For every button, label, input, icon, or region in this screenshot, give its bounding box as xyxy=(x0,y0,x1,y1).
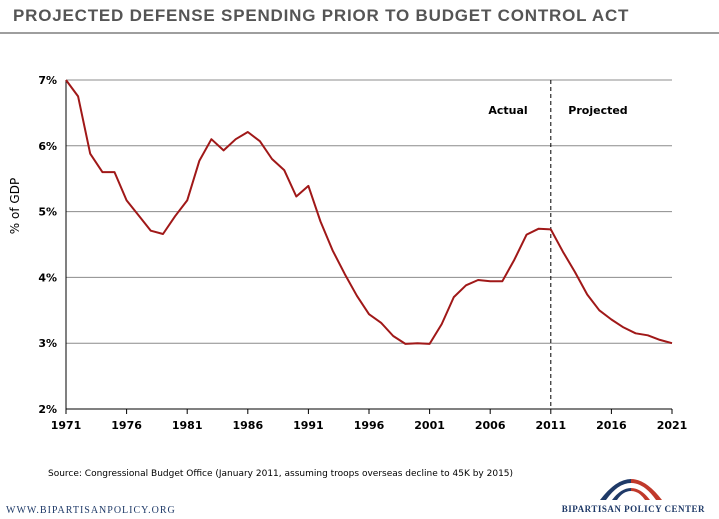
actual-label: Actual xyxy=(488,104,527,117)
x-tick-label: 1996 xyxy=(354,419,385,432)
projected-label: Projected xyxy=(568,104,627,117)
x-tick-label: 1976 xyxy=(111,419,142,432)
y-axis-label: % of GDP xyxy=(8,178,22,234)
chart-title: PROJECTED DEFENSE SPENDING PRIOR TO BUDG… xyxy=(13,6,630,25)
x-tick-label: 2016 xyxy=(596,419,627,432)
y-tick-labels: 2% 3% 4% 5% 6% 7% xyxy=(38,74,57,416)
brand-name: BIPARTISAN POLICY CENTER xyxy=(561,504,705,514)
series-group xyxy=(65,79,673,345)
series-line-0 xyxy=(65,79,673,345)
x-tick-label: 2001 xyxy=(414,419,445,432)
y-tick-label: 4% xyxy=(38,271,57,284)
y-tick-label: 7% xyxy=(38,74,57,87)
x-tick-labels: 1971 1976 1981 1986 1991 1996 2001 2006 2011 2016… xyxy=(51,409,688,432)
footer-url-link[interactable]: WWW.BIPARTISANPOLICY.ORG xyxy=(6,505,176,516)
source-note: Source: Congressional Budget Office (Jan… xyxy=(48,469,514,479)
x-tick-label: 2011 xyxy=(535,419,566,432)
gridlines xyxy=(65,79,672,410)
y-tick-label: 5% xyxy=(38,206,57,219)
y-tick-label: 6% xyxy=(38,140,57,153)
x-tick-label: 1981 xyxy=(172,419,203,432)
x-tick-label: 2021 xyxy=(657,419,688,432)
x-tick-label: 2006 xyxy=(475,419,506,432)
x-tick-label: 1986 xyxy=(232,419,263,432)
title-divider xyxy=(0,32,719,34)
y-tick-label: 2% xyxy=(38,403,57,416)
bipartisan-policy-center-logo xyxy=(600,479,662,500)
x-tick-label: 1991 xyxy=(293,419,324,432)
y-tick-label: 3% xyxy=(38,337,57,350)
x-tick-label: 1971 xyxy=(51,419,82,432)
